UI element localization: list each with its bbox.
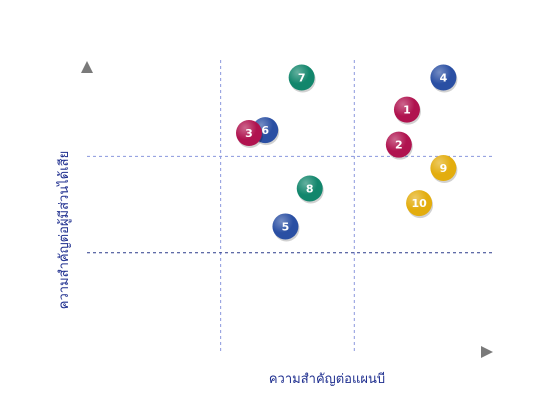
quadrant-divider-lines (87, 60, 492, 352)
data-point-highlight (430, 155, 457, 182)
data-points: 6 1 2 3 4 5 7 8 9 10 (236, 64, 458, 242)
data-point-3: 3 (236, 120, 263, 148)
data-point-highlight (393, 96, 420, 123)
data-point-5: 5 (272, 213, 300, 242)
data-point-label: 2 (395, 139, 403, 152)
data-point-highlight (430, 64, 457, 91)
data-point-4: 4 (430, 64, 458, 93)
data-point-label: 1 (403, 104, 411, 117)
data-point-label: 6 (261, 124, 269, 137)
data-point-label: 4 (440, 72, 448, 85)
data-point-2: 2 (385, 131, 413, 160)
data-point-1: 1 (393, 96, 421, 125)
y-axis-label: ความสำคัญต่อผู้มีส่วนได้เสีย (56, 151, 72, 309)
data-point-highlight (296, 175, 323, 202)
data-point-label: 8 (306, 182, 314, 195)
data-point-8: 8 (296, 175, 324, 204)
y-axis-arrowhead (81, 61, 93, 73)
data-point-highlight (385, 131, 412, 158)
data-point-9: 9 (430, 155, 458, 184)
data-point-highlight (236, 120, 262, 146)
data-point-label: 3 (245, 127, 253, 140)
data-point-label: 10 (411, 197, 427, 210)
data-point-highlight (288, 64, 315, 91)
data-point-label: 7 (298, 72, 306, 85)
data-point-label: 5 (282, 220, 290, 233)
x-axis-label: ความสำคัญต่อแผนบี (269, 371, 385, 387)
data-point-highlight (272, 213, 299, 240)
data-point-7: 7 (288, 64, 316, 93)
data-point-label: 9 (440, 162, 448, 175)
data-point-highlight (406, 190, 433, 217)
data-point-10: 10 (406, 190, 434, 219)
x-axis-arrowhead (481, 346, 493, 358)
